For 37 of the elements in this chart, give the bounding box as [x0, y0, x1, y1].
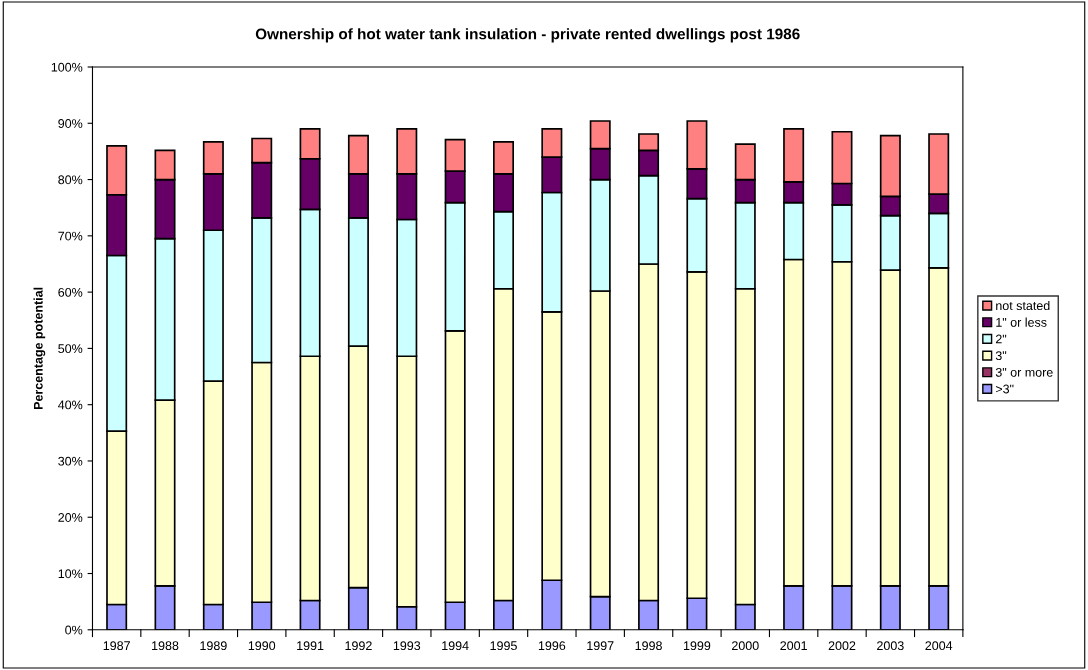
y-tick-label: 10%	[58, 569, 83, 579]
x-tick-label: 2004	[925, 641, 953, 651]
x-tick-label: 1995	[490, 641, 517, 651]
x-tick-label: 1991	[297, 641, 324, 651]
x-tick-label: 1993	[393, 641, 421, 651]
x-tick-label: 1996	[538, 641, 566, 651]
legend-label: 2"	[995, 334, 1007, 344]
y-tick-label: 0%	[65, 625, 83, 635]
y-axis-title: Percentage potential	[33, 287, 46, 410]
chart-title: Ownership of hot water tank insulation - private rented dwellings post 1986	[255, 28, 800, 43]
y-tick-label: 20%	[58, 513, 83, 522]
x-tick-label: 1989	[200, 641, 227, 651]
y-tick-label: 40%	[58, 400, 83, 410]
legend-label: >3"	[995, 384, 1014, 394]
y-tick-label: 90%	[58, 119, 83, 128]
y-tick-label: 60%	[58, 287, 83, 297]
y-tick-label: 50%	[58, 344, 83, 354]
x-tick-label: 2002	[828, 641, 856, 651]
y-tick-label: 30%	[58, 456, 83, 466]
x-tick-label: 2001	[780, 641, 807, 651]
y-tick-label: 80%	[58, 175, 83, 185]
x-tick-label: 1990	[248, 641, 276, 651]
x-tick-label: 1992	[345, 641, 372, 651]
y-tick-label: 70%	[58, 231, 83, 241]
x-tick-label: 1987	[103, 641, 130, 651]
x-tick-label: 2003	[877, 641, 904, 651]
x-tick-label: 2000	[732, 641, 759, 651]
legend-label: 1" or less	[996, 317, 1047, 327]
x-tick-label: 1999	[683, 641, 711, 651]
x-tick-label: 1997	[587, 641, 614, 651]
legend-label: not stated	[996, 300, 1050, 311]
legend-label: 3"	[995, 351, 1007, 361]
x-tick-label: 1998	[635, 641, 662, 651]
x-tick-label: 1994	[442, 641, 469, 651]
legend-label: 3" or more	[995, 367, 1053, 377]
x-tick-label: 1988	[152, 641, 179, 651]
y-tick-label: 100%	[51, 62, 83, 72]
